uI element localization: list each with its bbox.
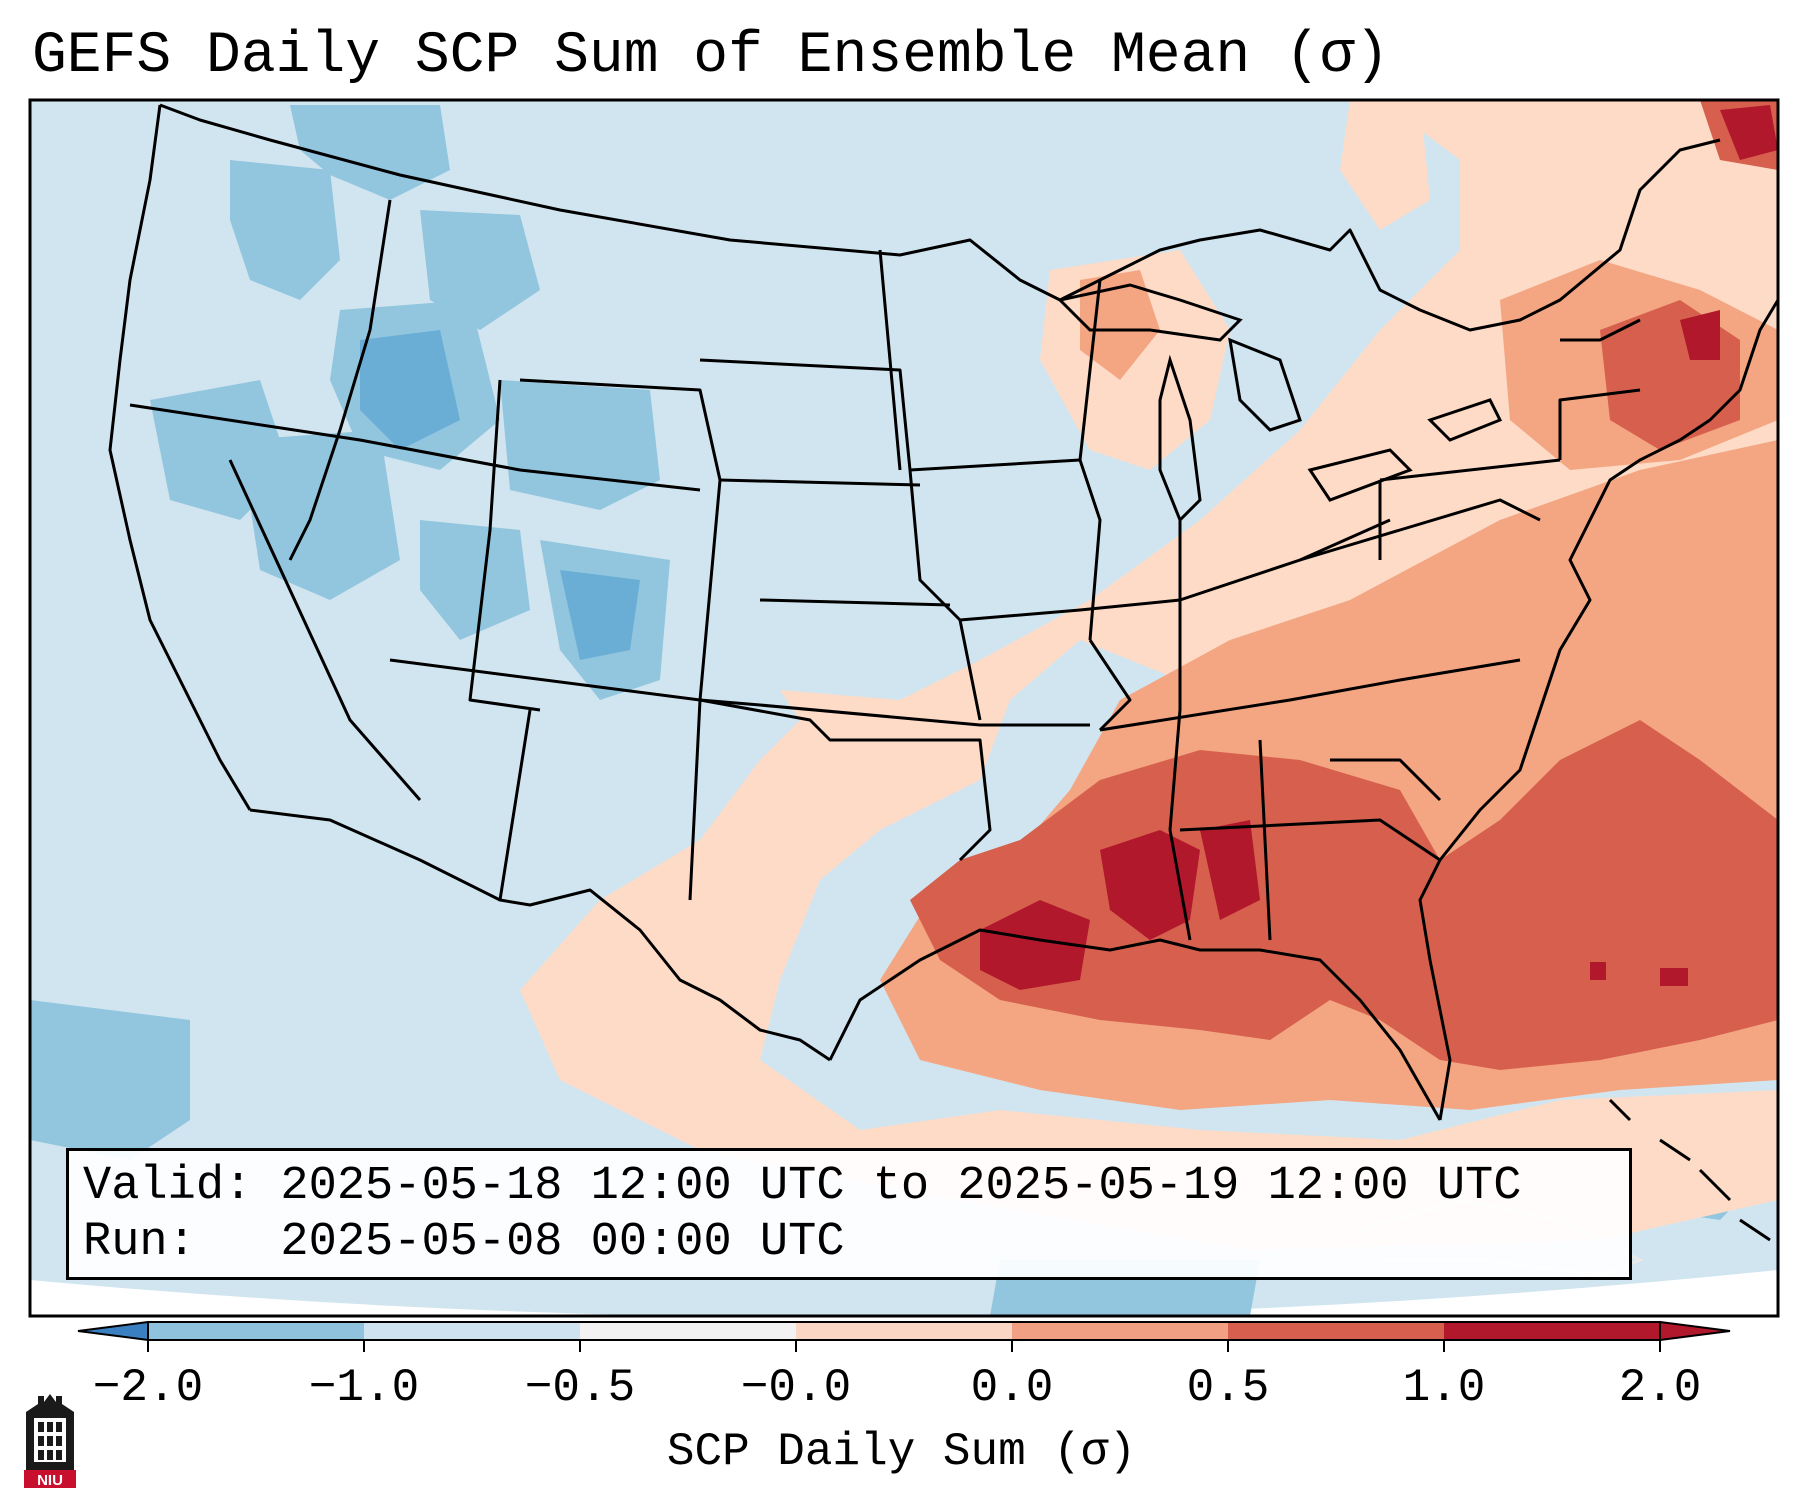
colorbar-label: SCP Daily Sum (σ)	[666, 1426, 1137, 1478]
colorbar-tick-label: −2.0	[92, 1362, 204, 1414]
colorbar-bin	[1012, 1322, 1228, 1340]
negative-anomaly-cores	[360, 330, 640, 660]
colorbar-tick-label: 0.5	[1186, 1362, 1270, 1414]
map-frame	[28, 98, 1780, 1318]
colorbar-bin	[1444, 1322, 1660, 1340]
colorbar-tick-label: 2.0	[1618, 1362, 1702, 1414]
valid-time-line: Valid: 2025-05-18 12:00 UTC to 2025-05-1…	[83, 1160, 1522, 1213]
colorbar-bin	[1228, 1322, 1444, 1340]
colorbar-tick-label: 1.0	[1402, 1362, 1486, 1414]
colorbar-bin	[364, 1322, 580, 1340]
chart-title: GEFS Daily SCP Sum of Ensemble Mean (σ)	[32, 24, 1390, 89]
info-box: Valid: 2025-05-18 12:00 UTC to 2025-05-1…	[66, 1148, 1632, 1280]
colorbar	[77, 1320, 1731, 1352]
colorbar-tick-label: −0.0	[740, 1362, 852, 1414]
colorbar-frame	[147, 1321, 1661, 1341]
colorbar-tick-label: −1.0	[308, 1362, 420, 1414]
svg-text:NIU: NIU	[37, 1472, 63, 1488]
projection-edge	[30, 1270, 1778, 1316]
colorbar-tick-label: −0.5	[524, 1362, 636, 1414]
colorbar-extend-high	[1659, 1320, 1731, 1342]
bahamas-islands	[1608, 1098, 1771, 1242]
colorbar-bin	[148, 1322, 364, 1340]
colorbar-bin	[796, 1322, 1012, 1340]
colorbar-tick-label: 0.0	[970, 1362, 1054, 1414]
state-boundaries	[108, 103, 1778, 1121]
great-lakes	[1056, 283, 1503, 523]
colorbar-bin	[580, 1322, 796, 1340]
colorbar-extend-low	[77, 1320, 149, 1342]
run-time-line: Run: 2025-05-08 00:00 UTC	[83, 1216, 845, 1269]
niu-building-logo-icon: NIU	[24, 1394, 76, 1488]
